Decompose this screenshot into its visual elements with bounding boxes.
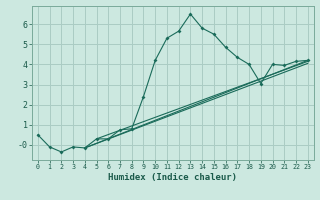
X-axis label: Humidex (Indice chaleur): Humidex (Indice chaleur)	[108, 173, 237, 182]
